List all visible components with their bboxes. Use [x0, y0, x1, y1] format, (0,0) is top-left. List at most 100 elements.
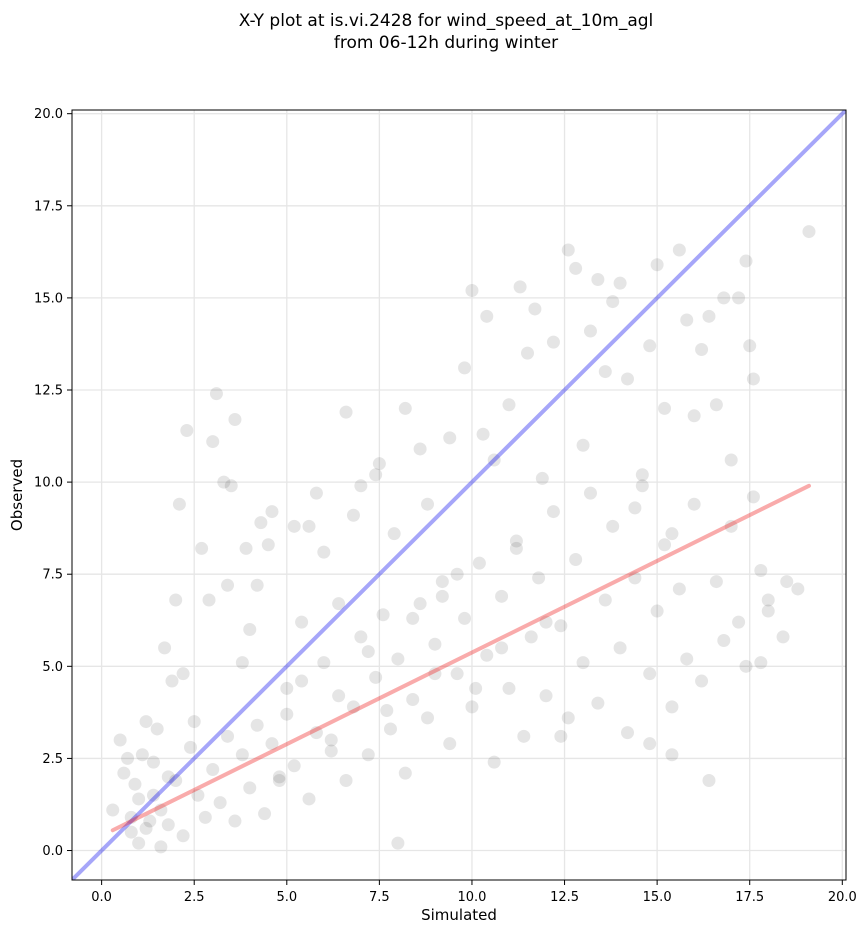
data-point	[324, 733, 338, 747]
x-tick-label: 10.0	[457, 890, 486, 905]
data-point	[709, 575, 723, 589]
data-point	[443, 737, 457, 751]
data-point	[176, 667, 190, 681]
data-point	[687, 409, 701, 423]
data-point	[761, 604, 775, 618]
data-point	[235, 748, 249, 762]
data-point	[206, 435, 220, 449]
y-tick-label: 7.5	[42, 568, 63, 583]
data-point	[224, 479, 238, 493]
data-point	[546, 505, 560, 519]
chart-title: X-Y plot at is.vi.2428 for wind_speed_at…	[0, 10, 868, 54]
data-point	[135, 748, 149, 762]
data-point	[146, 755, 160, 769]
data-point	[495, 641, 509, 655]
data-point	[776, 630, 790, 644]
data-point	[158, 641, 172, 655]
data-point	[265, 505, 279, 519]
data-point	[354, 630, 368, 644]
y-tick-label: 12.5	[34, 384, 63, 399]
data-point	[717, 291, 731, 305]
data-point	[502, 398, 516, 412]
data-point	[450, 567, 464, 581]
data-point	[583, 486, 597, 500]
data-point	[746, 372, 760, 386]
data-point	[576, 438, 590, 452]
data-point	[198, 810, 212, 824]
data-point	[228, 814, 242, 828]
data-point	[435, 589, 449, 603]
data-point	[132, 792, 146, 806]
data-point	[487, 755, 501, 769]
data-point	[169, 774, 183, 788]
data-point	[539, 689, 553, 703]
data-point	[509, 534, 523, 548]
data-point	[254, 516, 268, 530]
data-point	[376, 608, 390, 622]
data-point	[658, 538, 672, 552]
chart-title-line-1: X-Y plot at is.vi.2428 for wind_speed_at…	[238, 11, 654, 31]
data-point	[732, 291, 746, 305]
data-point	[176, 829, 190, 843]
data-point	[339, 405, 353, 419]
data-point	[180, 424, 194, 438]
data-point	[761, 593, 775, 607]
data-point	[665, 700, 679, 714]
data-point	[554, 729, 568, 743]
data-point	[724, 519, 738, 533]
data-point	[802, 225, 816, 239]
data-point	[643, 339, 657, 353]
x-tick-label: 20.0	[828, 890, 857, 905]
data-point	[346, 508, 360, 522]
data-point	[124, 825, 138, 839]
data-point	[702, 774, 716, 788]
data-point	[187, 715, 201, 729]
x-tick-label: 17.5	[735, 890, 764, 905]
identity-line	[72, 110, 846, 880]
data-point	[213, 796, 227, 810]
data-point	[635, 479, 649, 493]
data-point	[139, 821, 153, 835]
data-point	[702, 309, 716, 323]
data-point	[128, 777, 142, 791]
data-point	[202, 593, 216, 607]
x-tick-label: 15.0	[643, 890, 672, 905]
data-point	[346, 700, 360, 714]
data-point	[780, 575, 794, 589]
data-point	[380, 704, 394, 718]
data-point	[561, 711, 575, 725]
data-point	[361, 748, 375, 762]
data-point	[606, 295, 620, 309]
data-point	[517, 729, 531, 743]
data-point	[650, 258, 664, 272]
data-point	[191, 788, 205, 802]
data-point	[398, 401, 412, 415]
data-point	[665, 527, 679, 541]
data-point	[369, 468, 383, 482]
data-point	[428, 667, 442, 681]
y-tick-label: 10.0	[34, 476, 63, 491]
y-axis-label: Observed	[8, 459, 26, 531]
data-point	[695, 342, 709, 356]
data-point	[672, 582, 686, 596]
x-tick-label: 2.5	[184, 890, 205, 905]
y-tick-label: 15.0	[34, 291, 63, 306]
data-point	[221, 578, 235, 592]
data-point	[709, 398, 723, 412]
data-point	[739, 254, 753, 268]
data-point	[650, 604, 664, 618]
data-point	[754, 656, 768, 670]
data-point	[680, 313, 694, 327]
ticks-layer: 0.0 2.5 5.0 7.5 10.0 12.5 15.0 17.5 20.0 0.0 2.5 5.…	[34, 107, 857, 905]
data-point	[635, 468, 649, 482]
data-point	[591, 696, 605, 710]
data-point	[132, 836, 146, 850]
data-point	[332, 597, 346, 611]
data-point	[465, 700, 479, 714]
data-point	[272, 774, 286, 788]
data-point	[354, 479, 368, 493]
data-point	[317, 656, 331, 670]
y-tick-label: 2.5	[42, 752, 63, 767]
data-point	[383, 722, 397, 736]
data-point	[724, 453, 738, 467]
